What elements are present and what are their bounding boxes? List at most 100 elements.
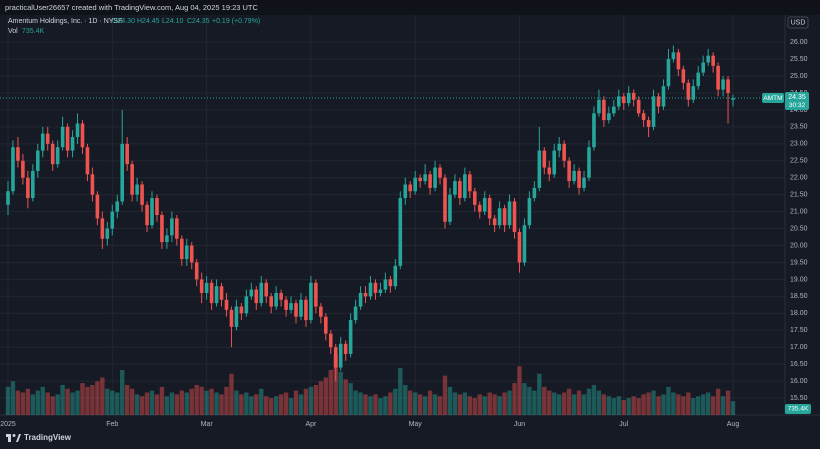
volume-bar — [164, 396, 170, 415]
volume-bar — [631, 396, 636, 415]
volume-bar — [45, 392, 50, 415]
volume-bar — [646, 392, 651, 415]
candle-body — [656, 96, 661, 107]
volume-bar — [601, 394, 607, 415]
volume-bar — [159, 386, 165, 415]
candle-body — [676, 52, 681, 70]
candle-body — [646, 120, 651, 127]
candle-body — [393, 265, 398, 287]
volume-bar — [363, 394, 368, 415]
candle-body — [527, 198, 532, 226]
candle-body — [726, 79, 730, 93]
y-tick-label: 23.50 — [790, 124, 808, 131]
candle-body — [458, 181, 462, 199]
candle-body — [120, 143, 125, 202]
volume-bar — [273, 396, 279, 415]
volume-bar — [60, 385, 65, 415]
volume-bar — [293, 390, 299, 415]
y-tick-label: 23.00 — [790, 141, 808, 148]
candle-body — [423, 174, 427, 182]
volume-bar — [55, 394, 60, 415]
candle-body — [497, 208, 502, 226]
candle-body — [428, 174, 432, 188]
volume-bar — [120, 370, 125, 415]
legend-title: Amentum Holdings, Inc. · 1D · NYSE — [8, 18, 123, 25]
candle-body — [249, 289, 254, 297]
candle-body — [641, 113, 646, 121]
x-tick-label: Feb — [106, 421, 118, 428]
candle-body — [507, 201, 512, 226]
volume-bar — [661, 394, 666, 415]
candle-body — [477, 204, 482, 212]
candle-body — [294, 303, 298, 317]
candle-body — [60, 126, 65, 148]
candle-body — [453, 181, 457, 195]
candle-body — [388, 279, 393, 287]
volume-bar — [298, 394, 304, 415]
volume-label-box — [785, 404, 811, 414]
legend-ohlc: H24.45 — [137, 18, 160, 25]
y-tick-label: 18.50 — [790, 293, 808, 300]
legend-ohlc: O24.30 — [112, 18, 135, 25]
volume-bar — [403, 385, 408, 415]
volume-label: 735.4K — [788, 406, 809, 413]
y-tick-label: 16.00 — [790, 378, 808, 385]
volume-bar — [343, 379, 348, 415]
volume-bar — [442, 375, 448, 415]
candle-body — [701, 62, 706, 73]
volume-bar — [462, 392, 468, 415]
candle-body — [6, 191, 10, 205]
candle-body — [299, 299, 303, 317]
y-tick-label: 25.00 — [790, 73, 808, 80]
volume-bar — [467, 396, 473, 415]
candle-body — [626, 92, 631, 104]
candle-body — [309, 282, 313, 321]
volume-bar — [10, 381, 16, 415]
candle-body — [517, 231, 522, 263]
volume-bar — [70, 392, 75, 415]
header-bar — [0, 0, 820, 15]
candle-body — [706, 55, 710, 63]
volume-bar — [254, 394, 259, 415]
candle-body — [110, 211, 115, 229]
candle-body — [204, 282, 209, 293]
volume-bar — [457, 394, 463, 415]
volume-bar — [35, 390, 40, 415]
x-tick-label: Mar — [201, 421, 214, 428]
volume-bar — [323, 377, 329, 415]
volume-bar — [234, 390, 239, 415]
volume-bar — [696, 396, 701, 415]
volume-bar — [239, 394, 244, 415]
volume-bar — [328, 370, 333, 415]
candle-body — [31, 170, 35, 199]
volume-bar — [507, 390, 512, 415]
volume-bar — [214, 392, 219, 415]
volume-bar — [194, 385, 199, 415]
candle-body — [353, 306, 358, 321]
candle-body — [607, 113, 611, 121]
candle-body — [50, 143, 55, 165]
candle-body — [398, 198, 403, 266]
candle-body — [438, 167, 442, 178]
volume-bar — [283, 392, 289, 415]
volume-bar — [5, 386, 11, 415]
volume-bar — [512, 383, 517, 415]
y-tick-label: 18.00 — [790, 310, 808, 317]
candle-body — [686, 82, 691, 100]
volume-bar — [730, 401, 736, 415]
volume-bar — [427, 390, 433, 415]
volume-bar — [338, 371, 343, 415]
y-tick-label: 19.50 — [790, 259, 808, 266]
candle-body — [373, 282, 378, 293]
candle-body — [95, 194, 100, 219]
candle-body — [170, 218, 174, 236]
volume-bar — [358, 392, 363, 415]
volume-bar — [373, 394, 378, 415]
volume-bar — [710, 396, 716, 415]
volume-bar — [452, 392, 458, 415]
candle-body — [616, 96, 621, 107]
volume-bar — [333, 355, 338, 415]
volume-bar — [229, 373, 234, 415]
volume-bar — [527, 386, 532, 415]
volume-bar — [268, 398, 274, 415]
